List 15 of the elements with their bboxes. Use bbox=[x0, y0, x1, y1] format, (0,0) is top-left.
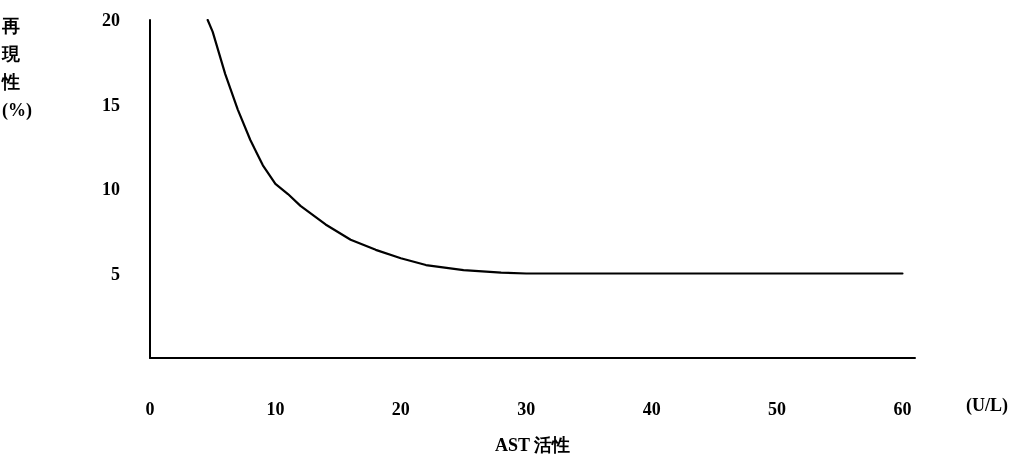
x-tick-label: 60 bbox=[893, 399, 912, 419]
x-tick-label: 50 bbox=[768, 399, 787, 419]
x-axis-title: AST 活性 bbox=[494, 435, 571, 455]
y-axis-title: 再現性(%) bbox=[1, 16, 32, 121]
y-tick-label: 10 bbox=[102, 179, 120, 199]
x-tick-label: 40 bbox=[642, 399, 661, 419]
x-tick-label: 30 bbox=[517, 399, 536, 419]
y-tick-label: 20 bbox=[102, 10, 120, 30]
x-tick-label: 0 bbox=[145, 399, 155, 419]
line-series bbox=[206, 18, 904, 275]
y-tick-label: 5 bbox=[111, 263, 120, 284]
x-tick-label: 10 bbox=[266, 399, 285, 419]
y-tick-label: 15 bbox=[102, 94, 120, 115]
x-tick-label: 20 bbox=[391, 399, 410, 419]
text: (U/L) bbox=[966, 395, 1009, 416]
